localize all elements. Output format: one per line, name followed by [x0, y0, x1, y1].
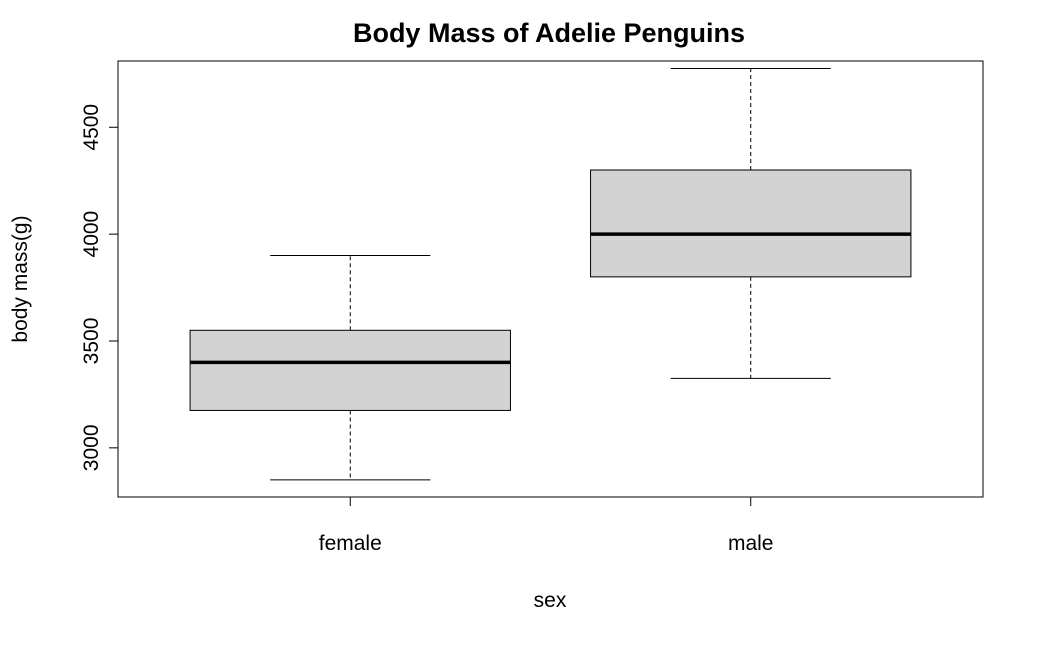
y-tick-label: 4000 — [80, 211, 103, 258]
y-tick-label: 3500 — [80, 318, 103, 365]
x-tick-label: female — [319, 532, 382, 555]
y-axis: 3000 3500 4000 4500 — [80, 104, 119, 471]
x-tick-label: male — [728, 532, 774, 555]
iqr-box — [189, 329, 511, 411]
y-tick-label: 4500 — [80, 104, 103, 151]
box-group-male — [590, 67, 912, 379]
box-group-female — [189, 254, 511, 481]
x-axis-label: sex — [534, 589, 567, 612]
iqr-box — [590, 169, 912, 278]
y-axis-label: body mass(g) — [9, 215, 32, 342]
y-tick-label: 3000 — [80, 424, 103, 471]
plot-frame — [117, 60, 984, 498]
chart-title: Body Mass of Adelie Penguins — [353, 18, 745, 48]
boxes — [189, 67, 912, 481]
x-axis: female male — [319, 497, 774, 555]
